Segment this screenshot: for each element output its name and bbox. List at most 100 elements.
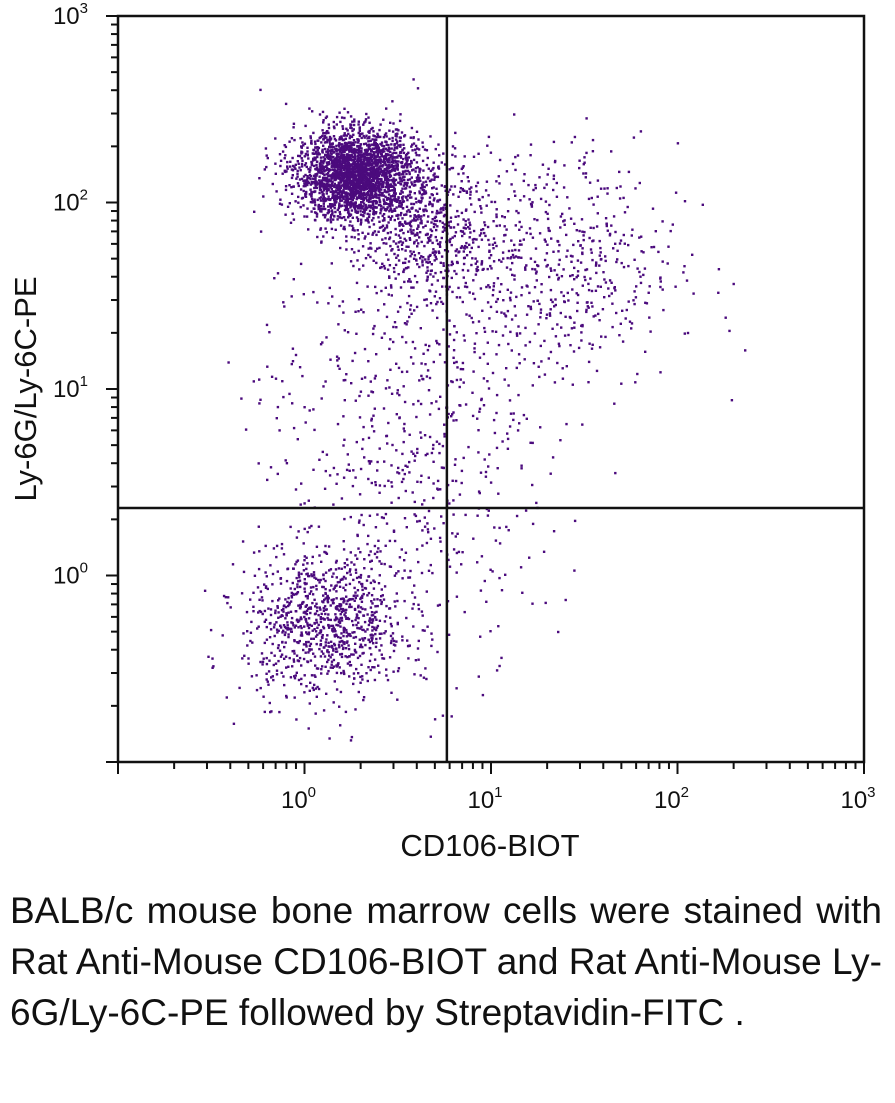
data-point <box>486 341 489 344</box>
data-point <box>511 261 514 265</box>
data-point <box>361 231 364 234</box>
data-point <box>557 276 560 280</box>
data-point <box>367 221 370 224</box>
data-point <box>332 572 335 575</box>
data-point <box>300 150 303 153</box>
data-point <box>423 629 426 632</box>
data-point <box>288 202 291 205</box>
data-point <box>356 626 359 630</box>
data-point <box>318 179 321 182</box>
data-point <box>465 313 468 316</box>
data-point <box>488 286 491 289</box>
data-point <box>489 151 493 154</box>
data-point <box>364 175 368 178</box>
data-point <box>421 141 424 144</box>
data-point <box>387 143 390 147</box>
data-point <box>349 551 352 554</box>
data-point <box>406 222 409 225</box>
data-point <box>287 604 290 608</box>
data-point <box>476 260 479 263</box>
data-point <box>247 662 250 665</box>
data-point <box>386 379 389 382</box>
data-point <box>290 596 294 599</box>
data-point <box>407 230 410 233</box>
data-point <box>352 162 355 165</box>
data-point <box>292 164 295 168</box>
data-point <box>355 196 359 199</box>
data-point <box>498 526 501 530</box>
data-point <box>599 187 603 190</box>
data-point <box>394 128 398 131</box>
data-point <box>477 429 480 432</box>
data-point <box>457 195 460 198</box>
data-point <box>478 410 481 413</box>
data-point <box>396 168 399 171</box>
data-point <box>524 266 527 269</box>
data-point <box>358 493 362 496</box>
data-point <box>405 195 408 199</box>
data-point <box>383 303 386 306</box>
data-point <box>385 253 388 256</box>
data-point <box>384 195 387 199</box>
data-point <box>556 323 559 326</box>
data-point <box>401 198 404 201</box>
data-point <box>371 425 374 428</box>
data-point <box>382 264 386 268</box>
data-point <box>306 660 309 663</box>
data-point <box>429 239 432 242</box>
data-point <box>333 126 336 130</box>
data-point <box>344 164 347 167</box>
data-point <box>545 313 549 316</box>
data-point <box>386 190 389 193</box>
data-point <box>518 422 521 425</box>
data-point <box>374 632 377 636</box>
data-point <box>388 347 391 351</box>
data-point <box>403 280 406 284</box>
data-point <box>241 657 244 660</box>
data-point <box>386 678 390 682</box>
data-point <box>338 367 341 370</box>
data-point <box>339 164 342 167</box>
data-point <box>608 294 611 298</box>
data-point <box>659 285 662 289</box>
data-point <box>581 423 584 426</box>
data-point <box>405 184 409 187</box>
data-point <box>338 190 341 193</box>
data-point <box>581 247 584 250</box>
data-point <box>282 610 285 613</box>
data-point <box>506 309 510 313</box>
data-point <box>468 187 471 191</box>
data-point <box>435 212 438 215</box>
data-point <box>275 628 279 631</box>
data-point <box>433 172 436 175</box>
data-point <box>441 444 445 448</box>
data-point <box>345 143 348 147</box>
data-point <box>285 666 288 669</box>
data-point <box>264 586 268 589</box>
data-point <box>440 236 443 240</box>
data-point <box>284 188 288 192</box>
data-point <box>390 147 393 150</box>
data-point <box>339 613 342 616</box>
data-point <box>610 150 613 153</box>
data-point <box>562 220 565 223</box>
data-point <box>730 399 734 402</box>
data-point <box>368 178 371 182</box>
data-point <box>384 160 387 164</box>
data-point <box>348 176 351 180</box>
data-point <box>438 220 442 223</box>
data-point <box>401 161 404 164</box>
data-point <box>596 285 600 288</box>
data-point <box>366 679 369 683</box>
data-point <box>587 306 590 309</box>
data-point <box>305 612 309 616</box>
data-point <box>339 578 342 581</box>
data-point <box>357 173 361 177</box>
data-point <box>357 604 360 607</box>
data-point <box>322 594 325 597</box>
data-point <box>370 247 373 250</box>
data-point <box>320 240 323 243</box>
data-point <box>397 160 400 163</box>
data-point <box>225 696 228 699</box>
data-point <box>360 167 363 171</box>
